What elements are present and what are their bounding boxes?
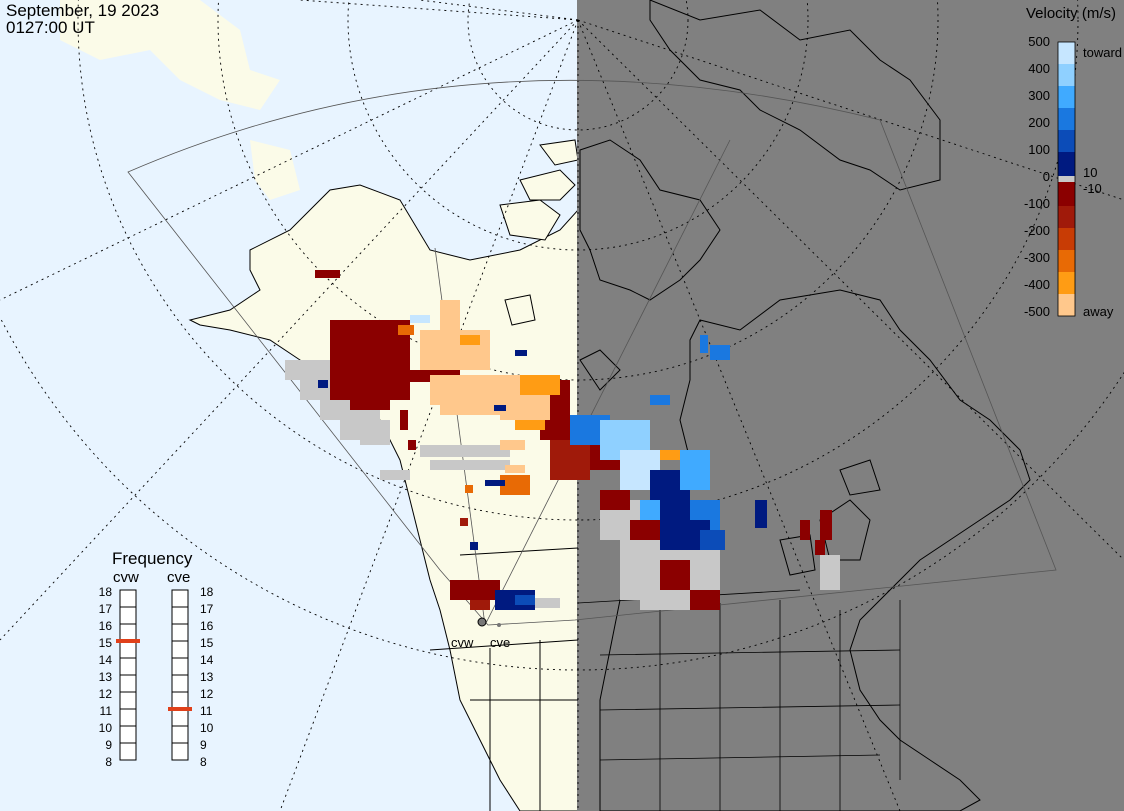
frequency-marker-cve xyxy=(168,707,192,711)
velocity-scale-label: 500 xyxy=(1028,34,1050,49)
velocity-away-light-cells xyxy=(398,300,680,495)
velocity-toward-cells xyxy=(318,315,767,610)
border-lines-day xyxy=(429,547,579,811)
frequency-tick-label: 9 xyxy=(200,738,207,752)
velocity-scale-label: -400 xyxy=(1023,277,1050,292)
velocity-scale-label: -500 xyxy=(1023,304,1050,319)
frequency-marker-cvw xyxy=(116,639,140,643)
frequency-tick-label: 10 xyxy=(200,721,214,735)
frequency-tick-label: 12 xyxy=(200,687,214,701)
frequency-tick-label: 14 xyxy=(200,653,214,667)
frequency-scale-cve xyxy=(171,589,189,761)
frequency-tick-label: 16 xyxy=(200,619,214,633)
frequency-tick-label: 8 xyxy=(200,755,207,769)
frequency-tick-label: 13 xyxy=(200,670,214,684)
velocity-scale-label: 300 xyxy=(1028,88,1050,103)
inner-label-positive: 10 xyxy=(1083,165,1098,180)
frequency-scale-cvw xyxy=(119,589,137,761)
time-label: 0127:00 UT xyxy=(6,18,95,37)
frequency-tick-label: 18 xyxy=(98,585,112,599)
velocity-scale-label: -100 xyxy=(1023,196,1050,211)
velocity-scale-label: 200 xyxy=(1028,115,1050,130)
frequency-tick-label: 14 xyxy=(98,653,112,667)
site-marker-cve xyxy=(497,623,501,627)
frequency-tick-label: 11 xyxy=(99,704,112,718)
velocity-scale-label: -300 xyxy=(1023,250,1050,265)
velocity-color-scale xyxy=(1057,41,1076,317)
frequency-tick-label: 16 xyxy=(98,619,112,633)
frequency-tick-label: 10 xyxy=(98,721,112,735)
night-shade xyxy=(577,0,1124,811)
frequency-tick-label: 8 xyxy=(105,755,112,769)
site-marker-cvw xyxy=(477,617,487,627)
velocity-scale-label: 0 xyxy=(1042,169,1050,184)
velocity-scale-label: -200 xyxy=(1023,223,1050,238)
frequency-tick-label: 17 xyxy=(98,602,112,616)
velocity-scale-label: 400 xyxy=(1028,61,1050,76)
frequency-tick-label: 15 xyxy=(98,636,112,650)
date-label: September, 19 2023 xyxy=(6,1,160,20)
radar-label-cvw: cvw xyxy=(113,569,139,586)
frequency-tick-label: 17 xyxy=(200,602,214,616)
frequency-title: Frequency xyxy=(112,549,193,568)
away-label: away xyxy=(1083,304,1114,319)
site-label-cvw: cvw xyxy=(451,635,474,650)
frequency-tick-label: 13 xyxy=(98,670,112,684)
frequency-tick-label: 12 xyxy=(98,687,112,701)
velocity-scale-label: 100 xyxy=(1028,142,1050,157)
frequency-tick-label: 18 xyxy=(200,585,214,599)
inner-label-negative: -10 xyxy=(1083,181,1102,196)
frequency-tick-label: 9 xyxy=(105,738,112,752)
site-label-cve: cve xyxy=(490,635,511,650)
radar-label-cve: cve xyxy=(167,569,191,586)
frequency-tick-label: 15 xyxy=(200,636,214,650)
frequency-tick-label: 11 xyxy=(200,704,213,718)
toward-label: toward xyxy=(1083,45,1123,60)
velocity-legend-title: Velocity (m/s) xyxy=(1025,5,1116,22)
